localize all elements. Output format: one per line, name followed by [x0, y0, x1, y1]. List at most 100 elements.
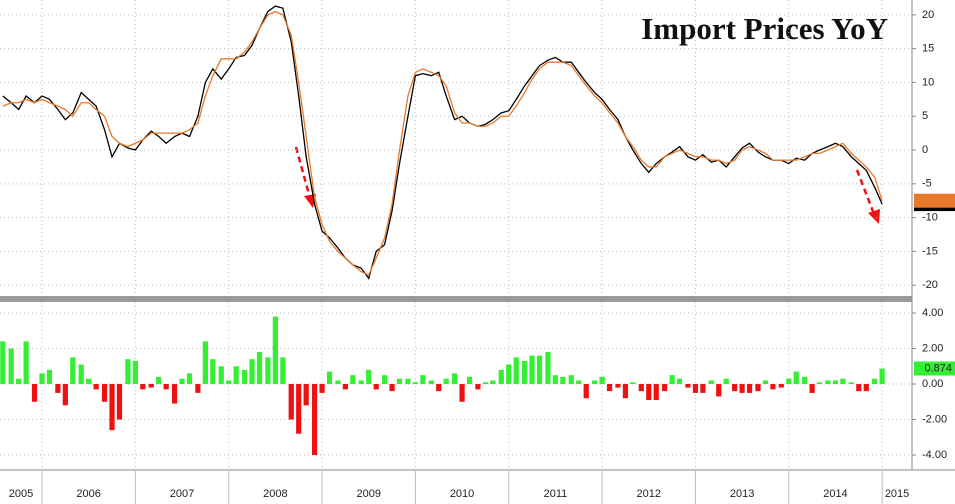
bar	[366, 369, 372, 385]
bar	[576, 380, 582, 385]
line	[2, 10, 883, 276]
bar	[552, 375, 559, 385]
y-tick-label: -5	[922, 178, 932, 190]
y-tick-label: 20	[922, 9, 934, 21]
bar	[802, 376, 808, 385]
bar	[156, 376, 162, 385]
bar	[778, 384, 784, 388]
bar	[879, 368, 885, 385]
x-tick-label: 2010	[450, 488, 474, 500]
bar	[272, 316, 278, 385]
bar	[443, 378, 449, 385]
bar	[125, 359, 131, 385]
bar	[148, 384, 154, 388]
bar	[55, 384, 61, 393]
bar	[513, 357, 519, 385]
bar	[490, 380, 496, 385]
bar	[732, 384, 738, 392]
x-tick-label: 2005	[9, 488, 33, 500]
x-tick-label: 2013	[730, 488, 754, 500]
bar	[405, 378, 411, 385]
bar	[786, 378, 792, 385]
bar	[132, 360, 138, 385]
bar	[171, 384, 178, 404]
panel-separator	[0, 296, 912, 302]
bar	[256, 352, 263, 385]
bar	[606, 384, 613, 392]
annotation-arrow	[855, 169, 880, 224]
bar	[529, 355, 535, 385]
bar	[23, 341, 29, 385]
bar	[716, 384, 722, 397]
bar	[311, 384, 318, 456]
bar	[358, 380, 364, 385]
bar	[746, 384, 753, 393]
bar	[202, 341, 208, 385]
bar	[218, 366, 224, 385]
bar	[265, 357, 271, 385]
x-tick-label: 2009	[356, 488, 380, 500]
bar	[140, 384, 146, 390]
bar	[583, 384, 589, 399]
bar	[638, 384, 644, 392]
bar	[0, 341, 6, 385]
bar	[755, 384, 761, 392]
bar	[70, 357, 76, 385]
bar	[16, 378, 22, 385]
y-tick-label: -2.00	[922, 413, 947, 425]
bar	[762, 380, 769, 385]
bar	[62, 384, 68, 406]
bar	[101, 384, 108, 402]
bar	[335, 380, 341, 385]
x-tick-label: 2007	[170, 488, 194, 500]
bar	[436, 384, 442, 392]
line	[2, 5, 883, 280]
bar	[93, 384, 99, 390]
bar	[303, 384, 309, 406]
bar	[475, 384, 481, 390]
bar	[78, 364, 84, 385]
value-tag-label: 0.874	[924, 362, 952, 374]
bar	[163, 384, 169, 390]
bar	[522, 360, 528, 385]
bar	[872, 378, 878, 385]
value-tag	[914, 193, 955, 208]
y-tick-label: -10	[922, 212, 938, 224]
bar	[342, 384, 348, 390]
value-tag	[914, 361, 955, 376]
bar	[669, 375, 675, 385]
bar	[46, 369, 53, 385]
bar	[86, 378, 92, 385]
bar	[646, 384, 652, 401]
bar	[592, 380, 598, 385]
bar	[373, 384, 379, 390]
bar	[428, 380, 434, 385]
bar	[825, 380, 831, 385]
bar	[863, 384, 869, 392]
bar	[770, 384, 776, 390]
bar	[545, 352, 551, 385]
bar	[832, 380, 839, 385]
x-tick-label: 2011	[544, 488, 568, 500]
bar	[653, 384, 659, 401]
x-tick-label: 2008	[263, 488, 287, 500]
bar	[412, 382, 418, 385]
y-tick-label: -4.00	[922, 449, 947, 461]
bar	[210, 359, 216, 385]
bar	[848, 382, 854, 385]
y-tick-label: 5	[922, 110, 928, 122]
bar	[186, 373, 193, 385]
bar	[8, 348, 14, 385]
bar	[676, 378, 683, 385]
bar	[662, 384, 668, 392]
bar	[840, 378, 846, 385]
bar	[381, 375, 388, 385]
bar	[700, 384, 706, 393]
x-tick-label: 2014	[823, 488, 847, 500]
bar	[249, 359, 255, 385]
y-tick-label: -20	[922, 279, 938, 291]
bar	[615, 384, 621, 388]
bar	[622, 384, 629, 399]
bar	[389, 384, 395, 392]
